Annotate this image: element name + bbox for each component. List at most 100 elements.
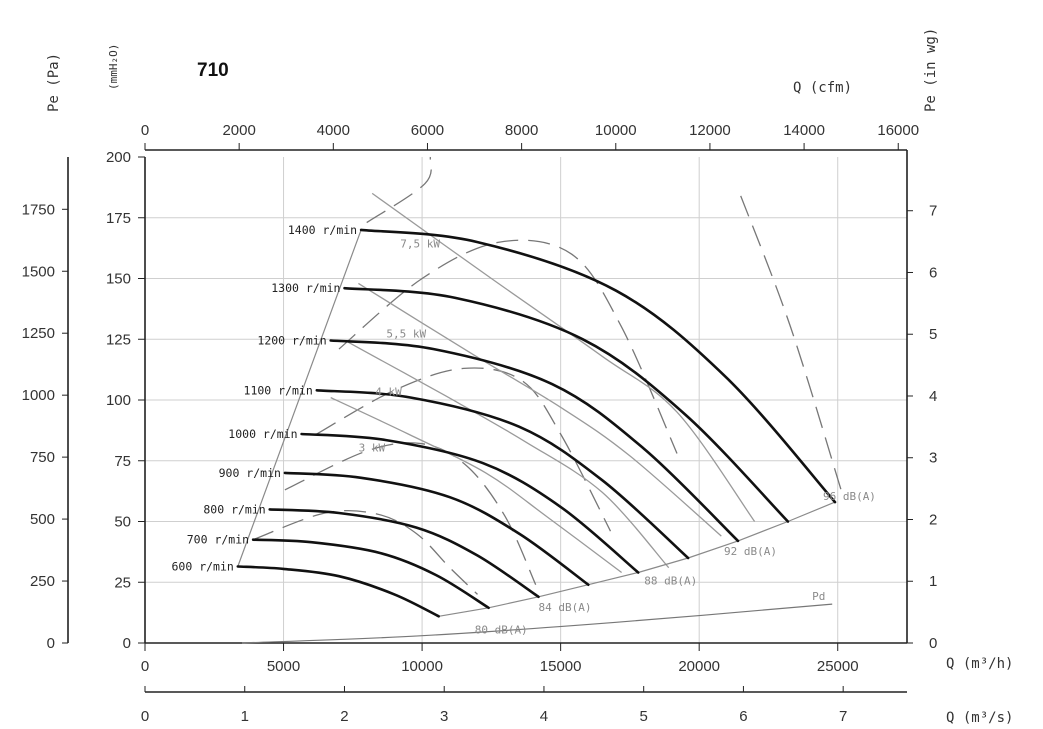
speed-curve	[359, 228, 837, 504]
speed-curve	[251, 538, 490, 610]
noise-curve-label: 84 dB(A)	[538, 601, 591, 614]
top-unit-label: Q (cfm)	[793, 80, 852, 96]
y-outer-tick-label: 1500	[22, 263, 55, 280]
dashed-limit-curve	[366, 156, 432, 224]
speed-curve	[300, 432, 640, 574]
left-inner-unit-label: (mmH₂O)	[107, 44, 120, 90]
model-title: 710	[197, 60, 229, 81]
right-unit-label: Pe (in wg)	[923, 28, 939, 112]
speed-curve-label: 1300 r/min	[271, 281, 340, 295]
pd-curve	[241, 603, 833, 644]
speed-curve-label: 1100 r/min	[244, 383, 313, 397]
y-right-tick-label: 0	[929, 635, 937, 652]
pd-curve-label: Pd	[812, 590, 825, 603]
y-right-tick-label: 5	[929, 326, 937, 343]
power-curve	[358, 282, 722, 537]
y-outer-tick-label: 0	[47, 635, 55, 652]
top-tick-label: 8000	[505, 122, 538, 139]
bottom-secondary-unit-label: Q (m³/s)	[946, 710, 1013, 726]
y-outer-tick-label: 500	[30, 511, 55, 528]
bottom-unit-label: Q (m³/h)	[946, 656, 1013, 672]
y-outer-tick-label: 1250	[22, 325, 55, 342]
x2-tick-label: 3	[440, 708, 448, 725]
y-tick-label: 150	[106, 271, 131, 288]
top-tick-label: 0	[141, 122, 149, 139]
speed-curve-label: 1000 r/min	[228, 427, 297, 441]
speed-curve-label: 900 r/min	[219, 466, 281, 480]
power-curve	[330, 397, 622, 574]
dashed-limit-curve	[252, 509, 478, 595]
speed-curve	[315, 389, 690, 560]
power-curve-label: 5,5 kW	[386, 327, 426, 340]
x2-tick-label: 0	[141, 708, 149, 725]
y-tick-label: 50	[114, 514, 131, 531]
speed-curve-label: 1400 r/min	[288, 223, 357, 237]
y-right-tick-label: 1	[929, 573, 937, 590]
power-curve-label: 4 kW	[375, 386, 402, 399]
y-tick-label: 200	[106, 149, 131, 166]
speed-curve-label: 800 r/min	[203, 502, 265, 516]
dashed-limit-curve	[338, 239, 678, 454]
dashed-limit-curve	[316, 367, 612, 532]
left-outer-unit-label: Pe (Pa)	[46, 53, 62, 112]
speed-curve	[329, 339, 740, 543]
top-tick-label: 14000	[783, 122, 825, 139]
y-tick-label: 175	[106, 210, 131, 227]
speed-curve-label: 1200 r/min	[257, 333, 326, 347]
y-tick-label: 75	[114, 453, 131, 470]
x-tick-label: 10000	[401, 658, 443, 675]
x-tick-label: 25000	[817, 658, 859, 675]
noise-curve-label: 88 dB(A)	[644, 575, 697, 588]
x2-tick-label: 7	[839, 708, 847, 725]
plot-frame	[67, 149, 908, 693]
top-tick-label: 12000	[689, 122, 731, 139]
y-tick-label: 125	[106, 331, 131, 348]
x2-tick-label: 5	[640, 708, 648, 725]
top-tick-label: 4000	[317, 122, 350, 139]
power-curves	[330, 192, 756, 574]
top-tick-label: 10000	[595, 122, 637, 139]
y-right-tick-label: 2	[929, 511, 937, 528]
top-tick-label: 16000	[877, 122, 919, 139]
x2-tick-label: 6	[739, 708, 747, 725]
envelope-line	[237, 229, 362, 567]
y-outer-tick-label: 750	[30, 449, 55, 466]
speed-curve	[236, 565, 440, 618]
x-tick-label: 5000	[267, 658, 300, 675]
dashed-limit-curves	[252, 156, 844, 595]
y-tick-label: 100	[106, 392, 131, 409]
x2-tick-label: 2	[340, 708, 348, 725]
y-right-tick-label: 7	[929, 203, 937, 220]
speed-curve-label: 600 r/min	[172, 559, 234, 573]
top-tick-label: 6000	[411, 122, 444, 139]
speed-curves	[236, 228, 837, 618]
y-right-tick-label: 6	[929, 264, 937, 281]
noise-curve-label: 92 dB(A)	[724, 545, 777, 558]
x2-tick-label: 1	[241, 708, 249, 725]
speed-curve	[283, 471, 590, 586]
y-right-tick-label: 4	[929, 388, 937, 405]
speed-curve	[268, 508, 540, 599]
y-outer-tick-label: 250	[30, 573, 55, 590]
x2-tick-label: 4	[540, 708, 548, 725]
x-tick-label: 20000	[678, 658, 720, 675]
y-outer-tick-label: 1000	[22, 387, 55, 404]
power-curve-label: 7,5 kW	[400, 237, 440, 250]
axis-unit-labels: Pe (Pa) (mmH₂O) Q (cfm) Pe (in wg) Q (m³…	[46, 28, 1013, 726]
curve-labels: 7,5 kW 5,5 kW 4 kW 3 kW 80 dB(A) 84 dB(A) 88 d…	[172, 223, 876, 636]
dashed-limit-curve	[740, 195, 844, 498]
power-curve	[346, 341, 670, 569]
power-curve-label: 3 kW	[359, 442, 386, 455]
y-right-tick-label: 3	[929, 450, 937, 467]
x-tick-label: 15000	[540, 658, 582, 675]
y-tick-label: 0	[123, 635, 131, 652]
y-outer-tick-label: 1750	[22, 201, 55, 218]
power-curve	[371, 192, 756, 522]
noise-curve-label: 80 dB(A)	[475, 623, 528, 636]
speed-curve	[343, 286, 790, 523]
x-tick-label: 0	[141, 658, 149, 675]
grid	[145, 157, 907, 643]
y-tick-label: 25	[114, 574, 131, 591]
